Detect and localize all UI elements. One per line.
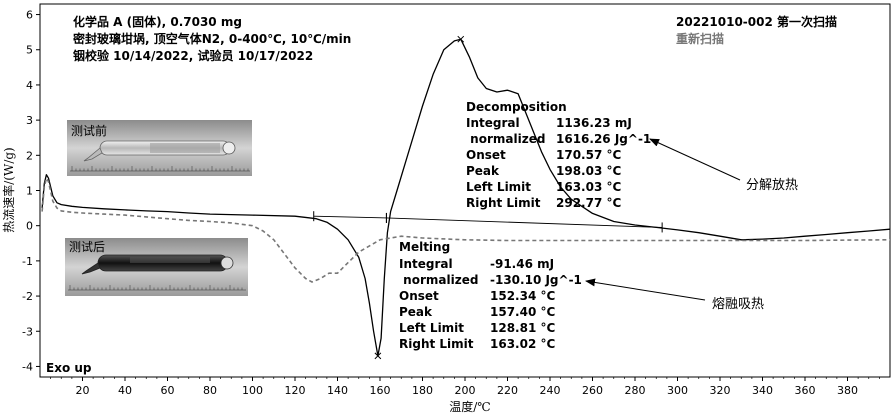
photo-before-test: 测试前 <box>67 120 252 176</box>
x-tick-label: 320 <box>710 384 731 397</box>
y-tick-label: -3 <box>22 325 33 338</box>
melting-right-limit-value: 163.02 °C <box>490 337 555 351</box>
x-tick-label: 180 <box>412 384 433 397</box>
photo-after-ruler <box>68 285 246 291</box>
y-tick-label: -2 <box>22 290 33 303</box>
melting-peak-value: 157.40 °C <box>490 305 555 319</box>
melting-arrow <box>585 278 706 301</box>
decomposition-annotation: Decomposition Integral 1136.23 mJ normal… <box>466 100 651 210</box>
decomposition-callout: 分解放热 <box>746 178 798 193</box>
series-rescan-line <box>41 177 891 283</box>
melting-left-limit-label: Left Limit <box>399 321 464 335</box>
baseline-2 <box>313 215 387 219</box>
x-tick-label: 340 <box>752 384 773 397</box>
info-line-2: 密封玻璃坩埚, 顶空气体N2, 0-400℃, 10℃/min <box>73 31 351 46</box>
y-tick-label: 3 <box>26 114 33 127</box>
photo-after-test: 测试后 <box>65 238 248 296</box>
decomposition-integral-value: 1136.23 mJ <box>556 116 632 130</box>
info-line-1: 化学品 A (固体), 0.7030 mg <box>73 14 242 29</box>
peak-marker <box>457 35 465 43</box>
melting-normalized-label: normalized <box>399 273 478 287</box>
y-tick-label: 0 <box>26 220 33 233</box>
x-tick-label: 60 <box>161 384 175 397</box>
decomposition-left-limit-label: Left Limit <box>466 180 531 194</box>
melting-onset-value: 152.34 °C <box>490 289 555 303</box>
y-tick-label: 1 <box>26 185 33 198</box>
y-tick-label: -4 <box>22 360 33 373</box>
x-tick-label: 140 <box>327 384 348 397</box>
x-tick-label: 240 <box>540 384 561 397</box>
decomposition-peak-value: 198.03 °C <box>556 164 621 178</box>
x-tick-label: 260 <box>582 384 603 397</box>
melting-callout: 熔融吸热 <box>712 297 764 312</box>
decomposition-onset-label: Onset <box>466 148 506 162</box>
melting-integral-value: -91.46 mJ <box>490 257 554 271</box>
baselines <box>313 211 663 233</box>
y-tick-label: 6 <box>26 9 33 22</box>
x-tick-label: 20 <box>76 384 90 397</box>
x-tick-label: 100 <box>242 384 263 397</box>
y-axis-title: 热流速率/(W/g) <box>1 147 16 232</box>
baseline-1 <box>386 217 663 228</box>
x-axis: 20 40 60 80 100 120 140 160 180 200 220 240 260 280 30… <box>50 377 880 397</box>
x-tick-label: 300 <box>667 384 688 397</box>
photo-before-ruler <box>70 166 250 172</box>
series-first-scan-line <box>41 38 891 357</box>
melting-normalized-value: -130.10 Jg^-1 <box>490 273 582 287</box>
x-tick-label: 160 <box>370 384 391 397</box>
peak-marker <box>374 352 382 360</box>
x-tick-label: 120 <box>285 384 306 397</box>
x-tick-label: 200 <box>455 384 476 397</box>
decomposition-normalized-label: normalized <box>466 132 545 146</box>
decomposition-onset-value: 170.57 °C <box>556 148 621 162</box>
melting-title: Melting <box>399 240 450 254</box>
decomposition-left-limit-value: 163.03 °C <box>556 180 621 194</box>
y-tick-label: 4 <box>26 79 33 92</box>
x-tick-label: 40 <box>118 384 132 397</box>
legend-rescan: 重新扫描 <box>676 31 724 46</box>
legend-first-scan: 20221010-002 第一次扫描 <box>676 14 837 29</box>
decomposition-peak-label: Peak <box>466 164 500 178</box>
melting-annotation: Melting Integral -91.46 mJ normalized -1… <box>399 240 582 351</box>
decomposition-right-limit-label: Right Limit <box>466 196 541 210</box>
y-axis: -4 -3 -2 -1 0 1 2 3 4 5 6 <box>22 9 40 373</box>
y-tick-label: 2 <box>26 149 33 162</box>
exo-up-label: Exo up <box>46 361 92 375</box>
x-tick-label: 280 <box>625 384 646 397</box>
decomposition-right-limit-value: 292.77 °C <box>556 196 621 210</box>
decomposition-title: Decomposition <box>466 100 567 114</box>
x-axis-title: 温度/℃ <box>449 399 490 414</box>
melting-right-limit-label: Right Limit <box>399 337 474 351</box>
decomposition-normalized-value: 1616.26 Jg^-1 <box>556 132 651 146</box>
x-tick-label: 80 <box>203 384 217 397</box>
y-tick-label: 5 <box>26 44 33 57</box>
melting-left-limit-value: 128.81 °C <box>490 321 555 335</box>
x-tick-label: 360 <box>795 384 816 397</box>
info-line-3: 铟校验 10/14/2022, 试验员 10/17/2022 <box>73 48 313 63</box>
decomposition-integral-label: Integral <box>466 116 520 130</box>
photo-before-label: 测试前 <box>71 123 107 138</box>
x-tick-label: 380 <box>837 384 858 397</box>
x-tick-label: 220 <box>497 384 518 397</box>
series-layer <box>41 35 891 360</box>
decomposition-arrow <box>649 138 741 181</box>
melting-peak-label: Peak <box>399 305 433 319</box>
melting-integral-label: Integral <box>399 257 453 271</box>
y-tick-label: -1 <box>22 255 33 268</box>
photo-after-label: 测试后 <box>69 239 105 254</box>
melting-onset-label: Onset <box>399 289 439 303</box>
